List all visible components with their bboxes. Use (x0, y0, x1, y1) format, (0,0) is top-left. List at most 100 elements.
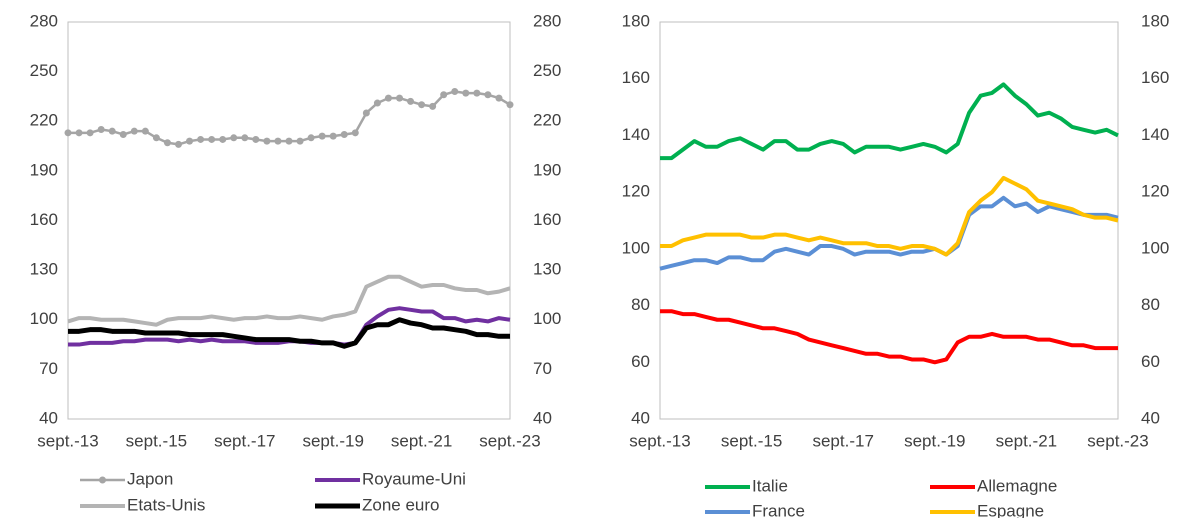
series-marker (407, 97, 415, 105)
y-tick-label: 130 (30, 260, 58, 279)
legend-label: Espagne (977, 501, 1044, 518)
y2-tick-label: 250 (533, 61, 561, 80)
y2-tick-label: 60 (1141, 352, 1160, 371)
series-marker (64, 129, 72, 137)
series-marker (86, 129, 94, 137)
x-tick-label: sept.-19 (302, 431, 363, 450)
legend-label: Royaume-Uni (362, 469, 466, 488)
series-marker (307, 134, 315, 142)
series-marker (351, 129, 359, 137)
series-marker (373, 99, 381, 107)
y2-tick-label: 120 (1141, 182, 1169, 201)
series-line (660, 175, 1119, 257)
series-marker (186, 137, 194, 145)
x-tick-label: sept.-23 (1087, 431, 1148, 450)
y-tick-label: 160 (30, 210, 58, 229)
legend-label: Zone euro (362, 495, 440, 514)
y-tick-label: 120 (622, 182, 650, 201)
legend-label: Etats-Unis (127, 495, 205, 514)
y2-tick-label: 160 (1141, 68, 1169, 87)
y2-tick-label: 40 (533, 408, 552, 427)
y-tick-label: 100 (30, 309, 58, 328)
y2-tick-label: 100 (1141, 238, 1169, 257)
x-tick-label: sept.-17 (812, 431, 873, 450)
series-marker (495, 94, 503, 102)
series-marker (340, 130, 348, 138)
series-marker (208, 135, 216, 143)
legend-marker (99, 476, 106, 484)
x-tick-label: sept.-15 (721, 431, 782, 450)
series-marker (252, 135, 260, 143)
y-tick-label: 160 (622, 68, 650, 87)
legend-label: Allemagne (977, 476, 1057, 495)
y-tick-label: 100 (622, 238, 650, 257)
series-marker (175, 140, 182, 148)
series-marker (429, 102, 437, 110)
series-marker (418, 101, 426, 109)
y2-tick-label: 70 (533, 359, 552, 378)
y2-tick-label: 130 (533, 260, 561, 279)
plot-frame (67, 21, 511, 420)
x-tick-label: sept.-13 (37, 431, 98, 450)
series-marker (163, 139, 171, 147)
y2-tick-label: 180 (1141, 11, 1169, 30)
x-tick-label: sept.-13 (629, 431, 690, 450)
y-tick-label: 190 (30, 160, 58, 179)
series-marker (141, 127, 149, 135)
y-tick-label: 60 (631, 352, 650, 371)
series-marker (473, 89, 481, 97)
series-marker (506, 101, 514, 109)
y2-tick-label: 220 (533, 111, 561, 130)
series-line (660, 82, 1119, 161)
series-marker (97, 126, 105, 134)
series-marker (263, 137, 271, 145)
series-line (659, 195, 1119, 271)
y-tick-label: 180 (622, 11, 650, 30)
series-marker (396, 94, 403, 102)
series-marker (230, 134, 238, 142)
y-tick-label: 80 (631, 295, 650, 314)
series-marker (130, 127, 138, 135)
series-marker (274, 137, 282, 145)
series-marker (241, 134, 249, 142)
y2-tick-label: 140 (1141, 125, 1169, 144)
y-tick-label: 220 (30, 111, 58, 130)
y-tick-label: 40 (39, 408, 58, 427)
series-marker (384, 94, 392, 102)
x-tick-label: sept.-23 (479, 431, 540, 450)
legend-label: Japon (127, 469, 173, 488)
series-marker (197, 135, 205, 143)
plot-frame (659, 21, 1119, 420)
series-marker (451, 87, 459, 95)
y2-tick-label: 280 (533, 11, 561, 30)
x-tick-label: sept.-19 (904, 431, 965, 450)
series-line (68, 317, 510, 349)
series-marker (219, 135, 227, 143)
x-tick-label: sept.-21 (996, 431, 1057, 450)
legend-label: Italie (752, 476, 788, 495)
series-marker (108, 127, 116, 135)
series-marker (318, 132, 326, 140)
series-marker (329, 132, 337, 140)
y-tick-label: 280 (30, 11, 58, 30)
legend-label: France (752, 501, 805, 518)
series-marker (75, 129, 83, 137)
y2-tick-label: 100 (533, 309, 561, 328)
x-tick-label: sept.-17 (214, 431, 275, 450)
y-tick-label: 70 (39, 359, 58, 378)
series-marker (285, 137, 293, 145)
series-line (660, 309, 1118, 365)
series-marker (119, 130, 127, 138)
series-marker (484, 91, 492, 99)
series-marker (440, 91, 448, 99)
y-tick-label: 40 (631, 408, 650, 427)
x-tick-label: sept.-15 (126, 431, 187, 450)
y-tick-label: 140 (622, 125, 650, 144)
series-line (68, 90, 511, 146)
y2-tick-label: 160 (533, 210, 561, 229)
x-tick-label: sept.-21 (391, 431, 452, 450)
series-line (67, 274, 511, 327)
series-marker (462, 89, 470, 97)
